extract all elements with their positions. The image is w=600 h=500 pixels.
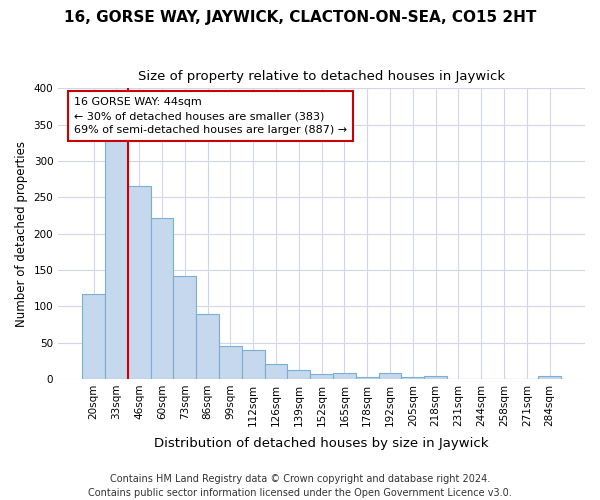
Text: 16 GORSE WAY: 44sqm
← 30% of detached houses are smaller (383)
69% of semi-detac: 16 GORSE WAY: 44sqm ← 30% of detached ho…: [74, 97, 347, 135]
Bar: [242, 350, 265, 379]
Text: 16, GORSE WAY, JAYWICK, CLACTON-ON-SEA, CO15 2HT: 16, GORSE WAY, JAYWICK, CLACTON-ON-SEA, …: [64, 10, 536, 25]
Title: Size of property relative to detached houses in Jaywick: Size of property relative to detached ho…: [138, 70, 505, 83]
Bar: [310, 374, 333, 379]
Bar: [173, 276, 196, 379]
Bar: [287, 370, 310, 379]
Text: Contains HM Land Registry data © Crown copyright and database right 2024.
Contai: Contains HM Land Registry data © Crown c…: [88, 474, 512, 498]
Bar: [82, 294, 105, 379]
X-axis label: Distribution of detached houses by size in Jaywick: Distribution of detached houses by size …: [154, 437, 489, 450]
Bar: [105, 139, 128, 379]
Bar: [401, 378, 424, 379]
Bar: [333, 373, 356, 379]
Y-axis label: Number of detached properties: Number of detached properties: [15, 140, 28, 326]
Bar: [151, 218, 173, 379]
Bar: [379, 373, 401, 379]
Bar: [538, 376, 561, 379]
Bar: [356, 378, 379, 379]
Bar: [424, 376, 447, 379]
Bar: [219, 346, 242, 379]
Bar: [196, 314, 219, 379]
Bar: [265, 364, 287, 379]
Bar: [128, 186, 151, 379]
